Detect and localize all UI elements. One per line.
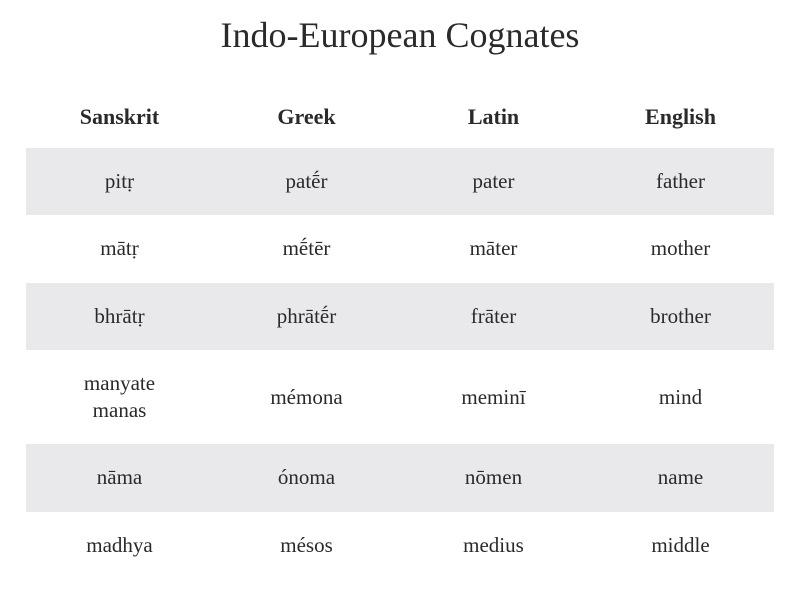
page-container: Indo-European Cognates Sanskrit Greek La… <box>0 0 800 579</box>
page-title: Indo-European Cognates <box>26 14 774 56</box>
cell-greek: mésos <box>213 512 400 579</box>
cell-english: brother <box>587 283 774 350</box>
table-row: madhya mésos medius middle <box>26 512 774 579</box>
cell-sanskrit: bhrātṛ <box>26 283 213 350</box>
table-row: mātṛ mḗtēr māter mother <box>26 215 774 282</box>
col-header-english: English <box>587 92 774 148</box>
col-header-greek: Greek <box>213 92 400 148</box>
table-row: bhrātṛ phrātḗr frāter brother <box>26 283 774 350</box>
cell-greek: mḗtēr <box>213 215 400 282</box>
table-row: manyate manas mémona meminī mind <box>26 350 774 445</box>
table-row: nāma ónoma nōmen name <box>26 444 774 511</box>
cell-latin: nōmen <box>400 444 587 511</box>
cell-sanskrit: madhya <box>26 512 213 579</box>
cell-latin: māter <box>400 215 587 282</box>
cell-english: mother <box>587 215 774 282</box>
cell-english: middle <box>587 512 774 579</box>
cell-sanskrit: nāma <box>26 444 213 511</box>
col-header-sanskrit: Sanskrit <box>26 92 213 148</box>
cell-latin: medius <box>400 512 587 579</box>
cell-latin: frāter <box>400 283 587 350</box>
cell-sanskrit: manyate manas <box>26 350 213 445</box>
col-header-latin: Latin <box>400 92 587 148</box>
cell-greek: phrātḗr <box>213 283 400 350</box>
cell-english: mind <box>587 350 774 445</box>
header-row: Sanskrit Greek Latin English <box>26 92 774 148</box>
cognates-table: Sanskrit Greek Latin English pitṛ patḗr … <box>26 92 774 579</box>
cell-greek: patḗr <box>213 148 400 215</box>
cell-english: name <box>587 444 774 511</box>
cell-latin: meminī <box>400 350 587 445</box>
cell-english: father <box>587 148 774 215</box>
table-row: pitṛ patḗr pater father <box>26 148 774 215</box>
cell-sanskrit: mātṛ <box>26 215 213 282</box>
cell-latin: pater <box>400 148 587 215</box>
cell-sanskrit: pitṛ <box>26 148 213 215</box>
cell-greek: ónoma <box>213 444 400 511</box>
cell-greek: mémona <box>213 350 400 445</box>
